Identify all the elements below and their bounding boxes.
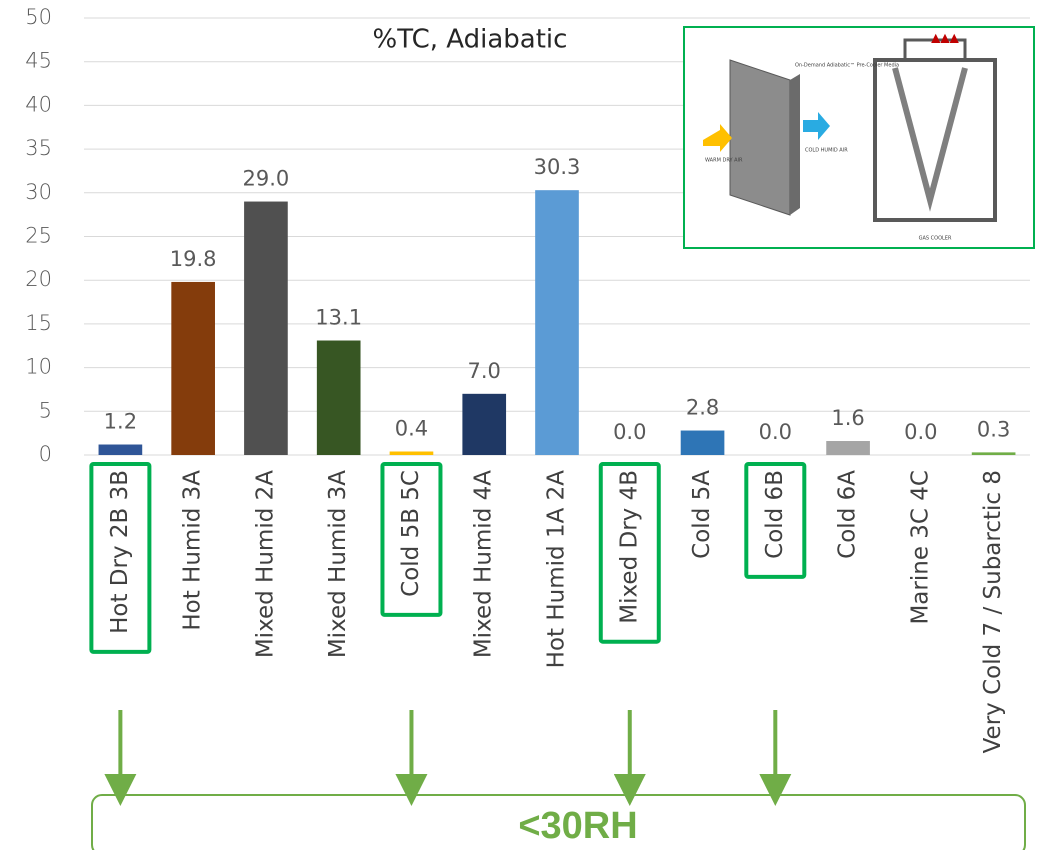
y-tick-label: 45 <box>25 49 52 73</box>
x-tick-label: Hot Humid 3A <box>180 470 206 631</box>
y-tick-label: 35 <box>25 136 52 160</box>
value-label: 30.3 <box>534 155 581 179</box>
bar <box>389 451 434 455</box>
bar <box>171 281 215 455</box>
y-tick-label: 0 <box>39 442 52 466</box>
bar <box>98 444 143 455</box>
highlight-box <box>380 462 443 617</box>
value-label: 0.0 <box>613 420 646 444</box>
value-label: 1.6 <box>831 406 864 430</box>
bar <box>826 441 870 455</box>
chart-title: %TC, Adiabatic <box>373 25 568 55</box>
x-tick-label: Mixed Dry 4B <box>616 470 642 624</box>
bar <box>316 340 361 455</box>
bar <box>680 430 725 455</box>
x-tick-label: Cold 5B 5C <box>398 470 424 597</box>
value-label: 19.8 <box>170 247 217 271</box>
y-tick-label: 10 <box>25 355 52 379</box>
y-tick-label: 50 <box>25 5 52 29</box>
y-tick-label: 25 <box>25 224 52 248</box>
media-side <box>790 74 800 215</box>
x-tick-label: Mixed Humid 2A <box>252 470 278 658</box>
cold-arrow <box>803 112 830 140</box>
cooler-coil <box>892 67 968 212</box>
value-label: 2.8 <box>686 396 719 420</box>
annotation-box <box>91 794 1026 854</box>
x-tick-label: Hot Humid 1A 2A <box>544 470 570 669</box>
bar <box>535 190 579 456</box>
y-tick-label: 15 <box>25 311 52 335</box>
highlight-box <box>598 462 661 644</box>
x-tick-label: Mixed Humid 3A <box>325 470 351 658</box>
x-tick-label: Cold 6B <box>762 470 788 559</box>
x-tick-label: Cold 5A <box>689 470 715 559</box>
inset-label: GAS COOLER <box>919 236 952 242</box>
x-tick-label: Hot Dry 2B 3B <box>107 470 133 634</box>
value-label: 13.1 <box>315 306 362 330</box>
media-panel <box>729 59 791 216</box>
value-label: 29.0 <box>243 167 290 191</box>
annotation: <30RH <box>518 805 637 847</box>
inset-label: WARM DRY AIR <box>705 158 743 164</box>
inset-label: On-Demand Adiabatic™ Pre-Cooler Media <box>795 63 899 69</box>
y-tick-label: 20 <box>25 267 52 291</box>
bar <box>244 201 288 455</box>
bar <box>971 452 1016 455</box>
y-tick-label: 30 <box>25 180 52 204</box>
x-tick-label: Mixed Humid 4A <box>471 470 497 658</box>
warm-arrow <box>703 124 732 152</box>
x-tick-label: Marine 3C 4C <box>907 470 933 625</box>
inset-diagram: ▲▲▲ On-Demand Adiabatic™ Pre-Cooler Medi… <box>683 26 1035 249</box>
highlight-box <box>89 462 152 654</box>
value-label: 0.0 <box>759 420 792 444</box>
highlight-box <box>744 462 807 579</box>
fan <box>903 38 967 62</box>
value-label: 0.3 <box>977 417 1010 441</box>
y-tick-label: 40 <box>25 92 52 116</box>
bar <box>462 393 507 455</box>
inset-label: COLD HUMID AIR <box>805 148 848 154</box>
x-tick-label: Cold 6A <box>835 470 861 559</box>
value-label: 0.0 <box>904 420 937 444</box>
value-label: 0.4 <box>395 417 428 441</box>
y-tick-label: 5 <box>39 398 52 422</box>
value-label: 7.0 <box>468 359 501 383</box>
hot-arrows: ▲▲▲ <box>931 31 959 45</box>
value-label: 1.2 <box>104 410 137 434</box>
x-tick-label: Very Cold 7 / Subarctic 8 <box>980 470 1006 753</box>
